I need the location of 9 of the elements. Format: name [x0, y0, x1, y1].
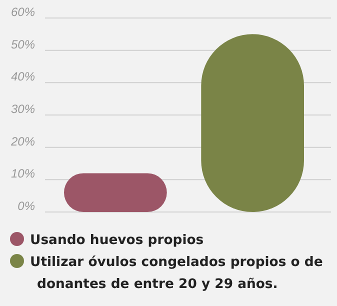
y-tick-label: 30% — [10, 102, 36, 116]
y-tick-label: 10% — [10, 166, 36, 181]
legend-label: Utilizar óvulos congelados propios o de donantes de entre 20 y 29 años. — [30, 255, 323, 292]
y-tick-label: 0% — [18, 199, 36, 213]
y-tick-label: 20% — [10, 134, 36, 148]
y-tick-label: 40% — [10, 70, 36, 84]
y-tick-label: 50% — [10, 37, 36, 52]
legend-label: Usando huevos propios — [30, 233, 204, 248]
y-tick-label: 60% — [10, 5, 36, 19]
